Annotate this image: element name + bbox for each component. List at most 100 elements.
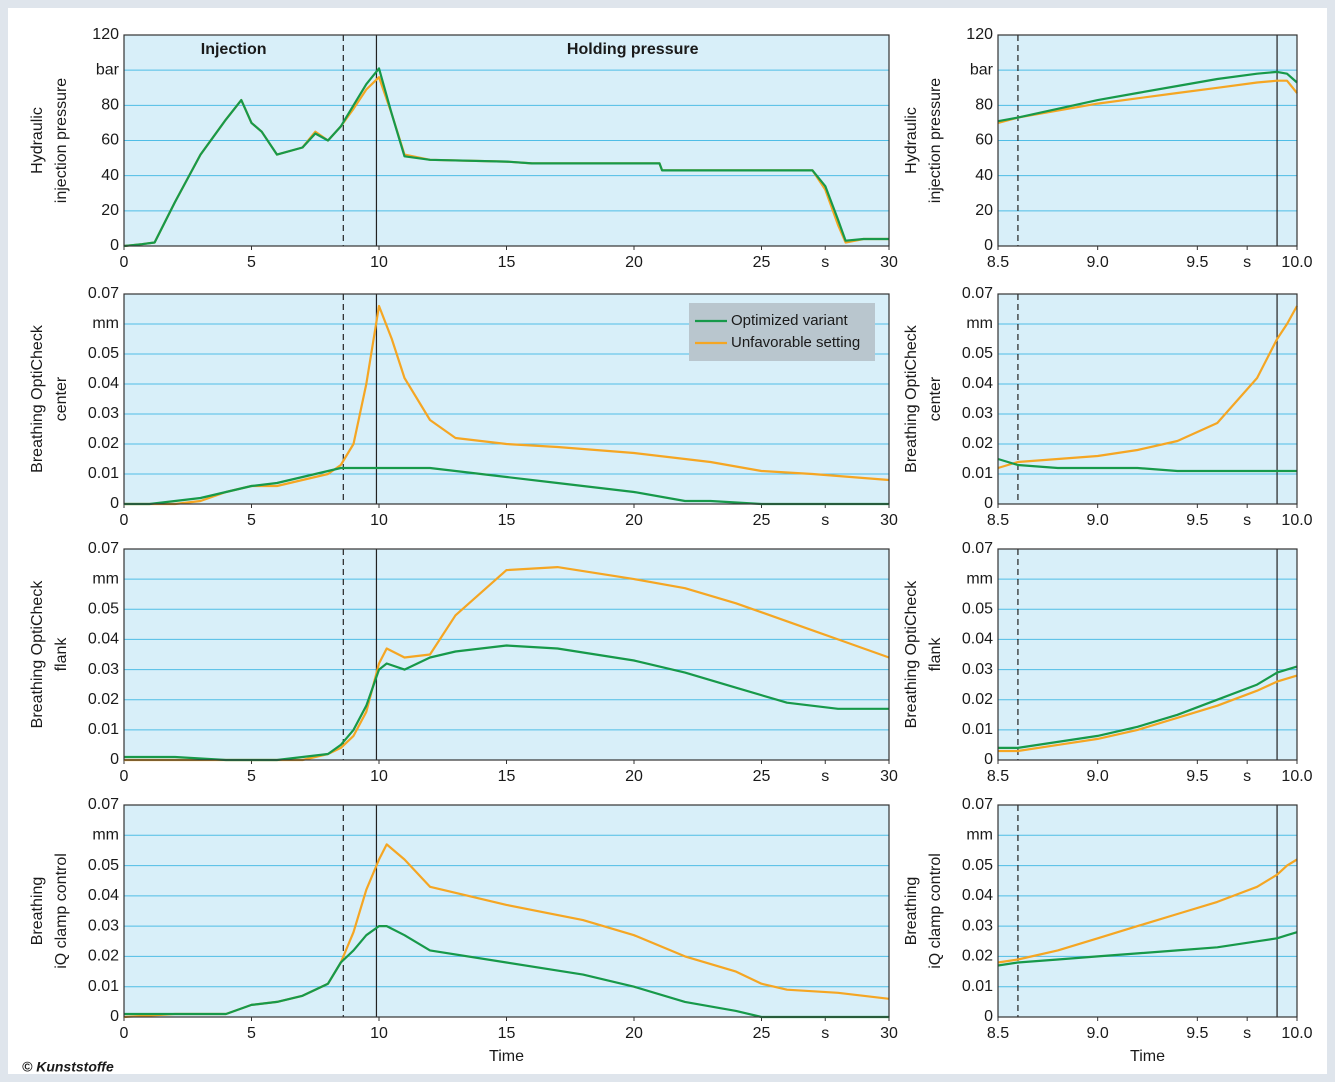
x-tick-label: 5 — [247, 1025, 256, 1042]
x-tick-label: 10 — [370, 768, 388, 785]
phase-label: Holding pressure — [567, 41, 699, 58]
plot-border — [997, 34, 1298, 247]
x-tick-label: 5 — [247, 254, 256, 271]
y-tick-label: 0.03 — [88, 917, 119, 934]
y-tick-label: 0.07 — [88, 540, 119, 557]
x-tick-label: 20 — [625, 1025, 643, 1042]
plot-area — [124, 805, 889, 1017]
y-tick-label: 0.07 — [962, 796, 993, 813]
x-tick-label: s — [821, 512, 829, 529]
y-tick-label: 0 — [984, 495, 993, 512]
x-tick-label: 8.5 — [987, 1025, 1009, 1042]
y-tick-label: 120 — [966, 26, 993, 43]
legend-label: Optimized variant — [731, 312, 849, 329]
x-tick-label: s — [821, 768, 829, 785]
x-tick-label: 20 — [625, 768, 643, 785]
y-tick-label: 0.01 — [962, 465, 993, 482]
y-tick-label: 0.01 — [88, 978, 119, 995]
y-axis-label: iQ clamp control — [53, 853, 70, 969]
y-tick-label: 0.02 — [962, 948, 993, 965]
y-tick-label: 0.03 — [962, 917, 993, 934]
y-axis-label: Breathing OptiCheck — [29, 580, 46, 729]
credit: © Kunststoffe — [22, 1059, 114, 1075]
x-tick-label: 10 — [370, 1025, 388, 1042]
y-tick-label: 0.04 — [962, 631, 993, 648]
y-tick-label: 0 — [984, 237, 993, 254]
data-line — [998, 674, 1298, 753]
y-tick-label: 60 — [101, 132, 119, 149]
y-tick-label: 20 — [975, 202, 993, 219]
x-tick-label: 9.5 — [1186, 512, 1208, 529]
plot-border — [123, 293, 890, 505]
x-tick-label: 5 — [247, 512, 256, 529]
x-tick-label: 9.5 — [1186, 768, 1208, 785]
y-tick-label: 0 — [110, 751, 119, 768]
plot-border — [997, 548, 1298, 761]
data-line — [124, 925, 889, 1019]
x-tick-label: 25 — [753, 1025, 771, 1042]
y-tick-label: 0.07 — [88, 796, 119, 813]
y-tick-label: 0.02 — [88, 435, 119, 452]
x-tick-label: 9.5 — [1186, 254, 1208, 271]
y-axis-label: Breathing OptiCheck — [903, 324, 920, 473]
plot-area — [124, 549, 889, 760]
x-tick-label: 15 — [498, 768, 516, 785]
data-line — [123, 67, 889, 248]
x-tick-label: 25 — [753, 512, 771, 529]
data-line — [997, 931, 1298, 967]
y-axis-label: center — [53, 376, 70, 421]
y-tick-label: 0.04 — [962, 375, 993, 392]
x-tick-label: 30 — [880, 254, 898, 271]
data-line — [997, 70, 1298, 123]
y-axis-label: center — [927, 376, 944, 421]
x-tick-label: 10.0 — [1281, 1025, 1312, 1042]
y-tick-label: 0.07 — [962, 540, 993, 557]
y-axis-label: injection pressure — [53, 78, 70, 204]
y-tick-label: 0.01 — [88, 721, 119, 738]
x-axis-label: Time — [489, 1048, 524, 1065]
plot-border — [997, 804, 1298, 1018]
x-tick-label: 9.0 — [1087, 512, 1109, 529]
y-tick-label: mm — [92, 827, 119, 844]
y-axis-label: Breathing — [29, 877, 46, 946]
x-tick-label: s — [1243, 254, 1251, 271]
y-tick-label: 0 — [110, 1008, 119, 1025]
y-tick-label: 0.05 — [962, 345, 993, 362]
y-tick-label: 0.05 — [88, 601, 119, 618]
y-tick-label: 0.03 — [88, 405, 119, 422]
x-tick-label: 10 — [370, 512, 388, 529]
y-axis-label: Breathing OptiCheck — [29, 324, 46, 473]
x-tick-label: 30 — [880, 768, 898, 785]
y-tick-label: 0.05 — [88, 345, 119, 362]
plot-area — [998, 805, 1297, 1017]
plot-border — [997, 293, 1298, 505]
y-tick-label: 60 — [975, 132, 993, 149]
data-line — [997, 858, 1298, 964]
x-tick-label: 8.5 — [987, 768, 1009, 785]
x-tick-label: 8.5 — [987, 512, 1009, 529]
x-tick-label: s — [1243, 768, 1251, 785]
y-tick-label: mm — [92, 570, 119, 587]
x-tick-label: 10 — [370, 254, 388, 271]
y-tick-label: 0.03 — [962, 661, 993, 678]
x-tick-label: 20 — [625, 254, 643, 271]
y-axis-label: Hydraulic — [29, 107, 46, 174]
y-axis-label: Breathing OptiCheck — [903, 580, 920, 729]
x-tick-label: 10.0 — [1281, 512, 1312, 529]
data-line — [998, 665, 1298, 749]
plot-area — [998, 549, 1297, 760]
x-tick-label: 30 — [880, 512, 898, 529]
y-tick-label: 20 — [101, 202, 119, 219]
y-tick-label: 0.05 — [962, 857, 993, 874]
data-line — [124, 644, 889, 762]
y-tick-label: 80 — [975, 97, 993, 114]
y-tick-label: 0.03 — [88, 661, 119, 678]
x-tick-label: 15 — [498, 512, 516, 529]
y-tick-label: 0.04 — [88, 631, 119, 648]
y-tick-label: 0.05 — [962, 601, 993, 618]
y-tick-label: 0.05 — [88, 857, 119, 874]
y-tick-label: 80 — [101, 97, 119, 114]
x-tick-label: s — [1243, 1025, 1251, 1042]
